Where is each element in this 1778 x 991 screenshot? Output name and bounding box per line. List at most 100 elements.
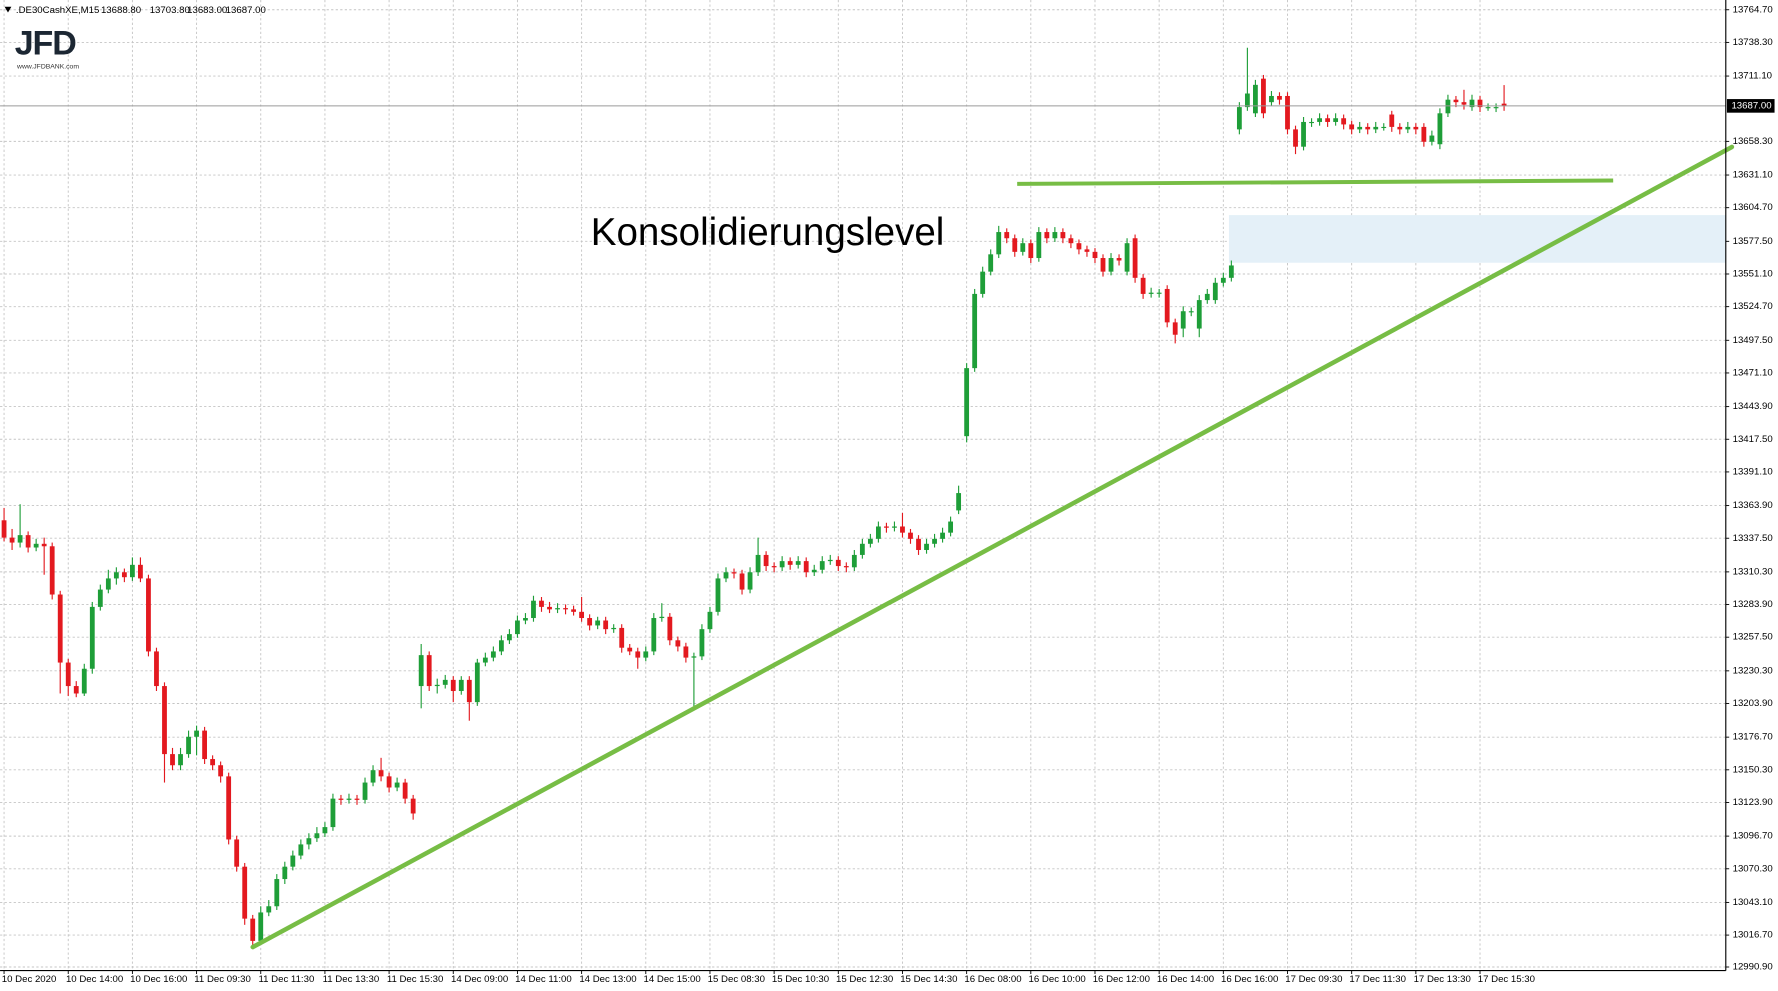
candle-body (1421, 126, 1427, 142)
candle-body (1333, 118, 1339, 122)
candle-body (1156, 292, 1162, 294)
candle-body (691, 656, 697, 658)
candle-body (426, 655, 432, 687)
candle-body (1461, 102, 1467, 105)
candle-body (867, 538, 873, 544)
candle-body (1236, 107, 1242, 130)
candle-body (723, 572, 729, 579)
candle-body (715, 578, 721, 612)
candle-body (370, 770, 376, 783)
candle-body (1084, 249, 1090, 252)
x-tick-label: 15 Dec 12:30 (836, 974, 893, 985)
candle-body (1405, 126, 1411, 130)
x-tick-label: 16 Dec 10:00 (1029, 974, 1086, 985)
candle-body (306, 838, 312, 845)
x-tick-label: 11 Dec 11:30 (258, 974, 314, 985)
candle-body (675, 640, 681, 647)
y-tick-label: 13524.70 (1733, 301, 1773, 312)
candle-body (1389, 114, 1395, 127)
x-tick-label: 14 Dec 09:00 (451, 974, 508, 985)
candle-body (1269, 95, 1274, 103)
candle-body (819, 561, 825, 570)
y-tick-label: 13417.50 (1733, 434, 1773, 445)
candle-body (763, 554, 769, 567)
candle-body (138, 564, 143, 579)
candle-body (1357, 126, 1363, 130)
candle-body (81, 668, 87, 694)
candle-body (659, 616, 665, 619)
candle-body (699, 629, 705, 657)
candle-body (667, 616, 673, 641)
candle-body (450, 679, 456, 692)
y-tick-label: 13391.10 (1733, 466, 1773, 477)
candle-body (948, 521, 954, 533)
candle-body (1124, 243, 1130, 272)
y-tick-label: 13310.30 (1733, 566, 1773, 577)
candle-body (1172, 322, 1178, 335)
x-tick-label: 14 Dec 13:00 (579, 974, 636, 985)
y-tick-label: 12990.90 (1733, 962, 1773, 973)
candle-body (916, 538, 921, 550)
candle-body (555, 608, 560, 610)
candle-body (924, 543, 929, 550)
candle-body (940, 532, 945, 539)
candle-body (1341, 118, 1347, 125)
candle-body (811, 569, 817, 573)
overlay (0, 105, 1735, 950)
y-tick-label: 13497.50 (1733, 335, 1773, 346)
candle-body (651, 618, 657, 652)
y-tick-label: 13604.70 (1733, 202, 1773, 213)
candle-body (33, 543, 39, 548)
candle-body (1493, 107, 1499, 109)
candle-body (803, 561, 809, 573)
header-low: 13683.00 (187, 5, 227, 16)
candle-body (1212, 282, 1218, 301)
candle-body (458, 679, 464, 692)
candle-body (707, 611, 713, 630)
candle-body (635, 651, 641, 658)
candle-body (121, 572, 127, 578)
y-tick-label: 13738.30 (1733, 37, 1773, 48)
y-tick-label: 13711.10 (1733, 71, 1772, 82)
y-tick-label: 13363.90 (1733, 500, 1773, 511)
candle-body (1068, 238, 1074, 244)
x-tick-label: 10 Dec 16:00 (130, 974, 187, 985)
candle-body (234, 839, 240, 867)
candle-body (1349, 124, 1355, 130)
candle-body (490, 651, 496, 658)
candle-body (434, 684, 440, 687)
current-price-label: 13687.00 (1731, 100, 1771, 111)
candle-body (1261, 78, 1266, 114)
candle-body (1116, 258, 1122, 261)
candle-body (210, 759, 216, 766)
x-tick-label: 11 Dec 09:30 (194, 974, 251, 985)
candle-body (1309, 121, 1314, 124)
candle-body (49, 546, 55, 595)
candle-body (498, 640, 504, 652)
candle-body (1301, 121, 1306, 147)
candle-body (515, 620, 520, 635)
candle-body (611, 627, 617, 630)
candle-body (1317, 118, 1322, 122)
header-high: 13703.80 (150, 5, 190, 16)
logo-url: www.JFDBANK.com (16, 64, 79, 71)
candle-body (683, 646, 689, 658)
candle-body (154, 651, 159, 687)
menu-arrow[interactable] (4, 6, 12, 13)
candle-body (547, 606, 552, 610)
candle-body (202, 730, 208, 760)
candle-body (571, 609, 576, 612)
candle-body (1277, 95, 1282, 100)
candle-body (1365, 126, 1371, 130)
candle-body (1253, 84, 1258, 114)
candle-body (972, 293, 978, 369)
x-tick-label: 15 Dec 14:30 (900, 974, 957, 985)
candle-body (250, 918, 256, 941)
grid (0, 0, 1726, 971)
candle-body (57, 594, 63, 663)
candle-body (1020, 243, 1026, 252)
y-tick-label: 13577.50 (1733, 236, 1773, 247)
candle-body (900, 526, 905, 533)
consolidation-zone (1228, 215, 1726, 263)
